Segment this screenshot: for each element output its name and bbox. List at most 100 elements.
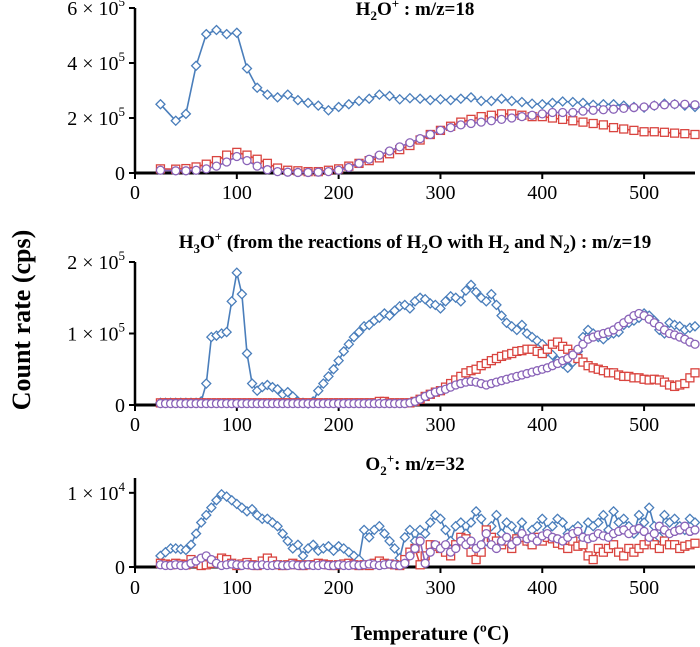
series-red	[155, 109, 700, 177]
data-point	[537, 109, 547, 119]
panel-title: H3O+ (from the reactions of H2O with H2 …	[179, 229, 652, 256]
title-part: H	[356, 0, 371, 20]
y-axis-label: Count rate (cps)	[7, 230, 36, 411]
data-point	[633, 509, 645, 521]
data-point	[404, 524, 416, 536]
data-point	[598, 120, 609, 130]
data-point	[190, 528, 202, 540]
data-point	[516, 319, 528, 331]
data-point	[155, 98, 166, 110]
x-tick-label: 500	[629, 182, 659, 204]
y-tick-mantissa: 1 × 10	[67, 483, 118, 505]
data-point	[476, 117, 486, 127]
y-tick-exponent: 5	[119, 248, 126, 263]
data-point	[649, 127, 659, 137]
data-point	[690, 538, 700, 548]
x-tick-label: 0	[130, 577, 140, 599]
y-tick-mantissa: 0	[115, 557, 125, 579]
data-point	[277, 528, 289, 540]
data-point	[435, 513, 446, 525]
data-point	[363, 93, 375, 105]
data-point	[455, 295, 467, 307]
data-point	[303, 167, 313, 178]
data-point	[654, 543, 665, 554]
data-point	[659, 100, 670, 110]
x-tick-label: 200	[324, 182, 354, 204]
data-point	[425, 129, 435, 140]
data-point	[619, 103, 629, 114]
data-point	[231, 267, 243, 279]
data-point	[465, 91, 477, 103]
data-point	[460, 285, 472, 297]
data-point	[221, 28, 233, 40]
x-tick-label: 300	[425, 414, 455, 436]
data-point	[272, 520, 283, 532]
data-point	[557, 517, 569, 528]
title-part: (from the reactions of H	[222, 232, 421, 253]
data-point	[619, 124, 629, 134]
data-point	[618, 513, 630, 525]
data-point	[475, 513, 487, 525]
data-point	[608, 122, 619, 133]
title-part: H	[179, 232, 194, 253]
data-point	[200, 509, 212, 521]
title-part: +	[215, 229, 222, 244]
data-point	[232, 151, 242, 162]
data-point	[491, 299, 502, 311]
y-tick-mantissa: 0	[115, 163, 125, 185]
data-point	[573, 526, 583, 537]
data-point	[629, 125, 639, 136]
data-point	[608, 104, 619, 114]
title-part: +	[387, 451, 394, 466]
data-point	[496, 310, 507, 322]
data-point	[649, 100, 659, 111]
y-tick-label: 2 × 105	[67, 104, 125, 130]
data-point	[685, 373, 695, 383]
data-point	[425, 547, 435, 557]
x-tick-label: 200	[324, 577, 354, 599]
data-point	[475, 95, 487, 107]
data-point	[557, 96, 569, 107]
data-point	[480, 295, 492, 307]
data-point	[669, 513, 681, 525]
data-point	[649, 528, 659, 539]
panel-title: O2+: m/z=32	[365, 451, 464, 478]
data-point	[563, 543, 573, 554]
data-point	[470, 505, 482, 517]
data-point	[394, 93, 406, 105]
data-point	[496, 93, 507, 105]
data-point	[507, 113, 517, 123]
data-point	[415, 536, 425, 546]
y-tick-exponent: 5	[119, 49, 126, 64]
data-point	[506, 95, 518, 107]
data-point	[205, 502, 217, 514]
data-point	[680, 378, 690, 389]
y-tick-label: 0	[115, 163, 125, 185]
data-point	[333, 355, 345, 367]
data-point	[384, 146, 395, 156]
data-point	[536, 513, 548, 525]
y-tick-label: 0	[115, 395, 125, 417]
data-point	[317, 378, 329, 389]
data-point	[200, 378, 212, 389]
data-point	[241, 63, 253, 74]
title-part: O	[377, 0, 392, 20]
data-point	[465, 279, 477, 291]
data-point	[343, 98, 355, 110]
data-point	[373, 520, 385, 532]
data-point	[246, 503, 258, 515]
data-point	[440, 540, 451, 550]
data-point	[292, 539, 304, 551]
x-tick-label: 0	[130, 414, 140, 436]
data-point	[680, 99, 690, 109]
data-point	[170, 115, 182, 127]
data-point	[405, 138, 415, 148]
data-point	[272, 166, 283, 177]
data-point	[643, 502, 655, 514]
panel-2: H3O+ (from the reactions of H2O with H2 …	[67, 229, 700, 436]
data-point	[236, 288, 248, 300]
y-tick-label: 1 × 105	[67, 320, 125, 346]
y-tick-mantissa: 2 × 10	[67, 252, 118, 274]
data-point	[536, 98, 548, 110]
